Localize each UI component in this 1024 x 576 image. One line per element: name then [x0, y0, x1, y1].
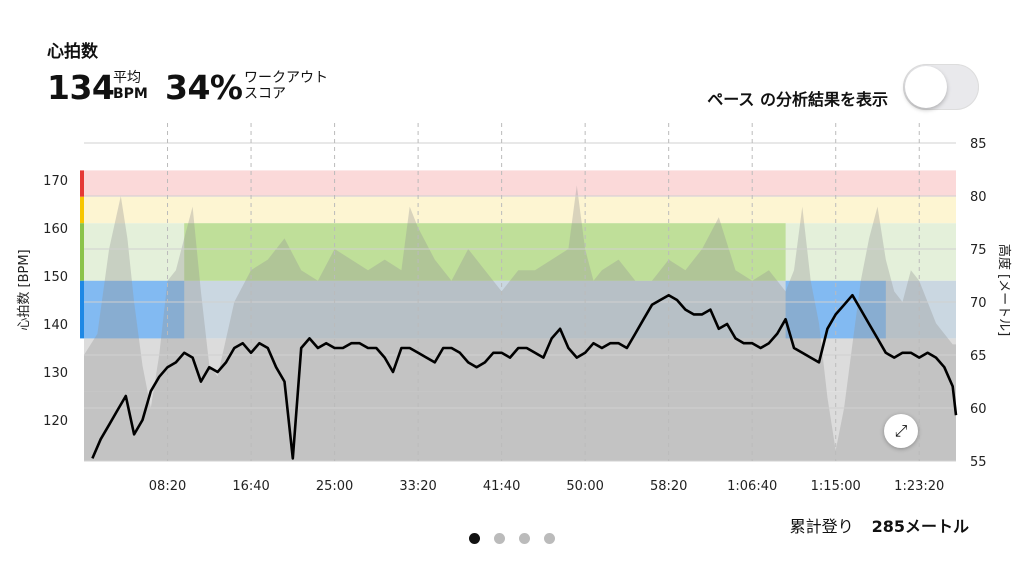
y-axis-right-ticks: 55 60 65 70 75 80 85 — [970, 137, 987, 470]
y-left-tick-label: 120 — [43, 414, 68, 429]
workout-score-label: ワークアウト スコア — [244, 70, 328, 102]
pace-toggle-label: ペース の分析結果を表示 — [707, 90, 888, 109]
expand-icon: ⤢ — [894, 421, 908, 440]
x-tick-label: 58:20 — [650, 479, 687, 494]
total-ascent: 累計登り 285メートル — [790, 513, 969, 537]
pace-toggle-knob[interactable] — [905, 66, 947, 108]
zone-edge-zone3 — [80, 223, 84, 281]
avg-hr-label-line2: BPM — [113, 86, 148, 102]
elevation-area-path — [84, 185, 956, 461]
y-right-tick-label: 60 — [970, 402, 987, 417]
page-title: 心拍数 — [47, 42, 98, 62]
avg-hr-label: 平均 BPM — [113, 70, 148, 102]
y-left-tick-label: 160 — [43, 222, 68, 237]
highlight-block-1 — [184, 223, 786, 281]
y-right-tick-label: 85 — [970, 137, 987, 152]
zone-edge-zone5 — [80, 170, 84, 197]
x-axis-ticks: 08:20 16:40 25:00 33:20 41:40 50:00 58:20 1:06:… — [149, 479, 945, 494]
x-tick-label: 08:20 — [149, 479, 186, 494]
workout-score-label-line2: スコア — [244, 86, 286, 102]
page-dot[interactable] — [544, 533, 555, 544]
elevation-area — [84, 185, 956, 461]
workout-score-value: 34% — [165, 68, 243, 107]
zone-band-zone5 — [84, 170, 956, 197]
workout-score-label-line1: ワークアウト — [244, 70, 328, 86]
zone-edge-zone4 — [80, 196, 84, 224]
total-ascent-label: 累計登り — [789, 517, 854, 536]
total-ascent-value: 285メートル — [871, 517, 969, 536]
x-tick-label: 41:40 — [483, 479, 520, 494]
x-tick-label: 33:20 — [399, 479, 436, 494]
x-tick-label: 1:15:00 — [811, 479, 861, 494]
y-left-tick-label: 150 — [43, 270, 68, 285]
expand-chart-button[interactable]: ⤢ — [884, 414, 918, 448]
heart-rate-line — [91, 293, 958, 460]
y-right-tick-label: 55 — [970, 455, 987, 470]
y-right-tick-label: 80 — [970, 190, 987, 205]
y-left-tick-label: 140 — [43, 318, 68, 333]
page-dot[interactable] — [469, 533, 480, 544]
y-axis-left-label: 心拍数 [BPM] — [17, 249, 32, 330]
pace-toggle[interactable] — [903, 64, 979, 110]
zone-band-bottom — [84, 391, 956, 461]
y-axis-right-label: 高度 [メートル] — [996, 244, 1012, 336]
heart-rate-path — [91, 293, 958, 460]
x-tick-label: 25:00 — [316, 479, 353, 494]
avg-hr-label-line1: 平均 — [113, 70, 141, 86]
x-tick-label: 1:06:40 — [727, 479, 777, 494]
page-indicator[interactable] — [469, 533, 555, 544]
y-right-tick-label: 70 — [970, 296, 987, 311]
avg-hr-value: 134 — [47, 68, 115, 107]
zone-band-zone4 — [84, 196, 956, 224]
y-right-tick-label: 75 — [970, 243, 987, 258]
zone-edge-zone2 — [80, 280, 84, 339]
x-tick-label: 16:40 — [232, 479, 269, 494]
y-left-tick-label: 170 — [43, 174, 68, 189]
y-right-tick-label: 65 — [970, 349, 987, 364]
y-axis-left-ticks: 120 130 140 150 160 170 — [43, 174, 68, 429]
zone-highlight-blocks — [84, 223, 886, 339]
page-dot[interactable] — [494, 533, 505, 544]
x-tick-label: 1:23:20 — [894, 479, 944, 494]
y-left-tick-label: 130 — [43, 366, 68, 381]
page-dot[interactable] — [519, 533, 530, 544]
x-tick-label: 50:00 — [566, 479, 603, 494]
